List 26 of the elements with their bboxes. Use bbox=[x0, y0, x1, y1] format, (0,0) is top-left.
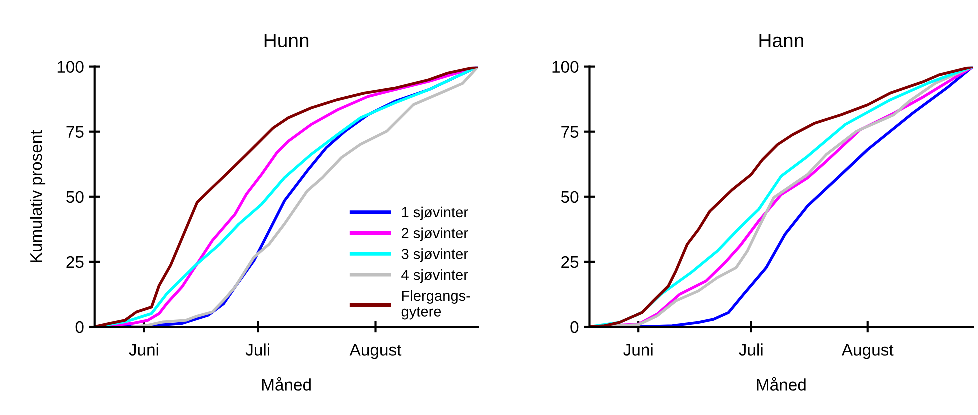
y-tick-label: 0 bbox=[570, 321, 579, 334]
chart-title: Hann bbox=[760, 34, 804, 48]
y-tick-label: 100 bbox=[58, 61, 84, 74]
y-tick-label: 75 bbox=[66, 126, 84, 138]
y-tick-label: 25 bbox=[562, 256, 579, 268]
legend-label: 1 sjøvinter bbox=[402, 206, 468, 220]
y-tick-label: 50 bbox=[561, 191, 579, 204]
y-tick-label: 0 bbox=[76, 321, 84, 334]
legend-label: 4 sjøvinter bbox=[402, 270, 468, 284]
x-tick-label: Juni bbox=[129, 344, 158, 356]
y-axis-title: Kumulativ prosent bbox=[30, 130, 46, 262]
x-tick-label: Juli bbox=[739, 344, 763, 356]
y-tick-label: 25 bbox=[66, 256, 84, 268]
x-tick-label: Juli bbox=[246, 344, 270, 356]
chart-title: Hunn bbox=[264, 34, 309, 48]
x-tick-label: August bbox=[842, 344, 894, 360]
legend-label: 3 sjøvinter bbox=[402, 248, 468, 262]
y-tick-label: 75 bbox=[562, 126, 579, 138]
x-axis-title: Måned bbox=[262, 377, 311, 391]
legend-label: Flergangs- gytere bbox=[402, 290, 470, 320]
x-tick-label: Juni bbox=[624, 344, 653, 356]
legend-label: 2 sjøvinter bbox=[402, 228, 468, 242]
x-tick-label: August bbox=[350, 344, 402, 360]
x-axis-title: Måned bbox=[757, 377, 806, 391]
y-tick-label: 100 bbox=[552, 61, 579, 74]
y-tick-label: 50 bbox=[66, 191, 84, 204]
